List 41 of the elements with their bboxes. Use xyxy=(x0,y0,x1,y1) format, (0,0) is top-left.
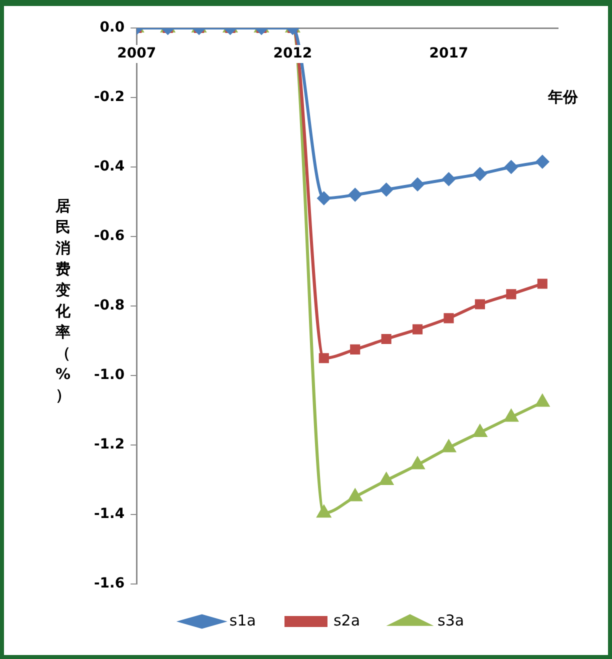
point xyxy=(442,172,456,186)
point xyxy=(317,192,330,205)
point xyxy=(442,440,456,452)
x-tick-label: 2017 xyxy=(429,46,468,62)
point xyxy=(380,472,394,485)
point xyxy=(381,334,392,344)
y-tick-label: -1.6 xyxy=(94,576,125,592)
y-tick-label: -0.4 xyxy=(94,158,125,175)
point xyxy=(350,344,360,354)
x-tick-label: 2012 xyxy=(273,46,312,62)
point xyxy=(380,183,393,196)
text: 居民消费变化率（%） xyxy=(55,197,71,404)
point xyxy=(317,506,331,518)
point xyxy=(536,155,549,168)
y-tick-label: -0.6 xyxy=(94,228,125,244)
point xyxy=(473,424,487,437)
point xyxy=(410,457,424,470)
legend-label: s1a xyxy=(229,611,256,630)
legend-label: s2a xyxy=(333,611,360,630)
x-axis-title: 年份 xyxy=(547,88,579,106)
point xyxy=(473,167,486,180)
point xyxy=(504,160,518,174)
point xyxy=(537,278,548,289)
point xyxy=(444,313,454,324)
y-tick-label: -0.2 xyxy=(94,89,125,106)
point xyxy=(506,289,516,300)
point xyxy=(318,353,329,364)
x-tick-label: 2007 xyxy=(117,46,156,62)
point xyxy=(348,188,362,202)
point xyxy=(412,324,423,334)
y-tick-label: -1.2 xyxy=(94,436,125,453)
point xyxy=(411,178,424,191)
y-tick-label: -1.0 xyxy=(94,367,125,384)
y-tick-label: -1.4 xyxy=(94,506,125,522)
point xyxy=(504,410,518,422)
point xyxy=(474,299,485,310)
y-tick-label: 0.0 xyxy=(100,20,125,36)
y-tick-label: -0.8 xyxy=(94,298,125,314)
point xyxy=(536,394,550,407)
legend-label: s3a xyxy=(438,611,464,630)
point xyxy=(348,489,362,502)
